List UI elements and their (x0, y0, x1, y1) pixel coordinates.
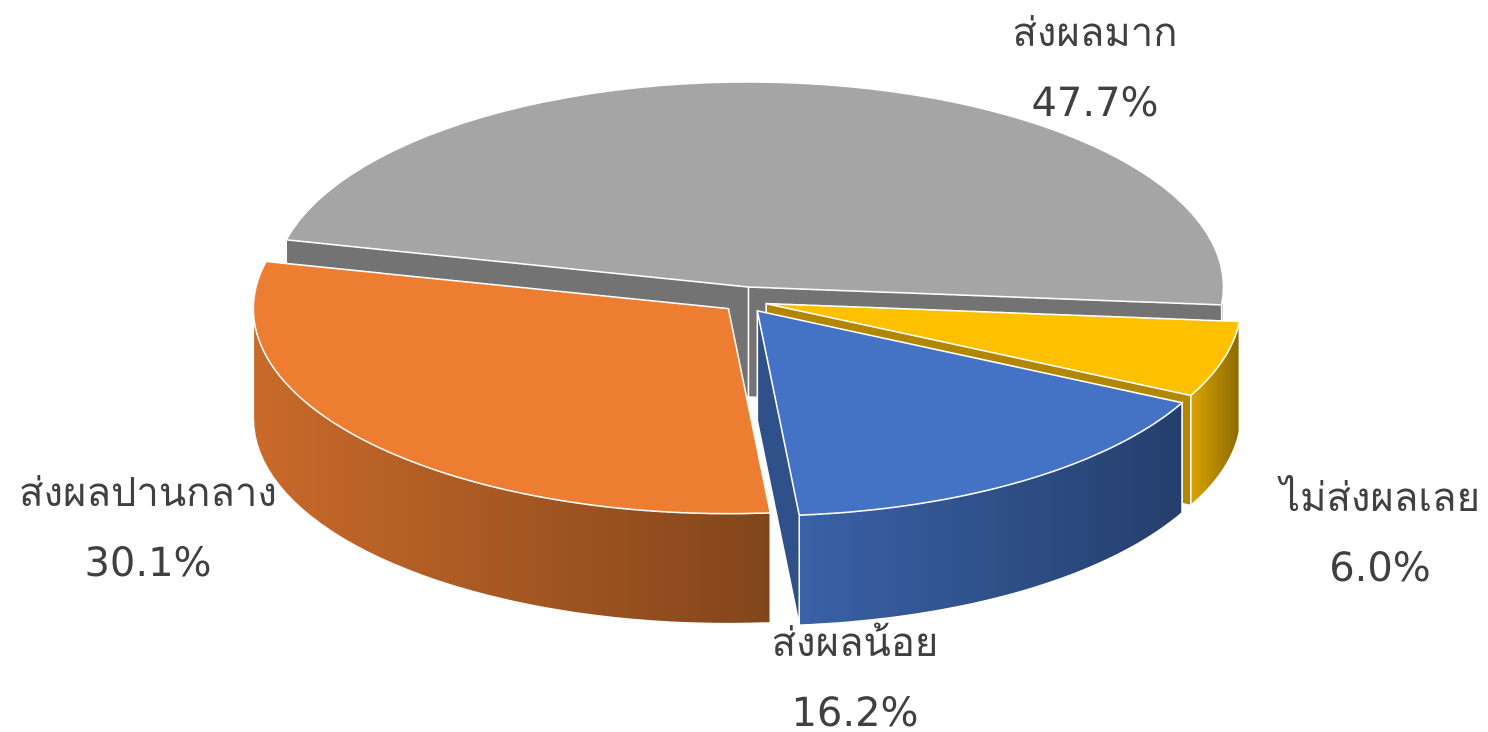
slice-top (756, 309, 1184, 516)
category-label: ส่งผลปานกลาง (19, 470, 277, 516)
value-label: 47.7% (1031, 80, 1158, 126)
category-label: ไม่ส่งผลเลย (1277, 475, 1480, 521)
category-label: ส่งผลน้อย (772, 620, 939, 666)
slice-top (252, 260, 772, 515)
slice-top (766, 302, 1241, 397)
category-label: ส่งผลมาก (1013, 10, 1178, 56)
slice-top (284, 81, 1225, 306)
value-label: 6.0% (1329, 545, 1431, 591)
value-label: 16.2% (791, 690, 918, 732)
slice (756, 309, 1184, 626)
value-label: 30.1% (84, 540, 211, 586)
slice (252, 260, 772, 625)
